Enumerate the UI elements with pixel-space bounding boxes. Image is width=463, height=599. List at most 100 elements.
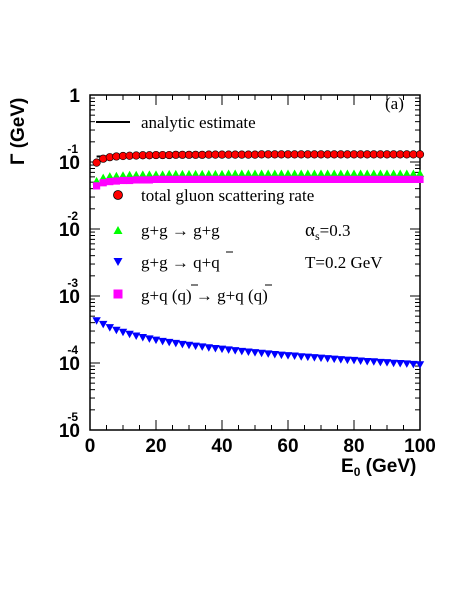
data-point-gg-gg (204, 169, 213, 178)
arrow-icon: → (172, 221, 189, 240)
data-point-gg-qq (415, 361, 425, 369)
data-point-gq-gq (112, 177, 120, 185)
y-tick-label-exponent: -4 (67, 343, 78, 357)
data-point-gg-gg (297, 169, 306, 177)
data-point-gg-gg (237, 169, 246, 177)
data-point-gg-qq (244, 348, 253, 356)
legend-label-gg-qq: g+g → q+q (141, 253, 220, 272)
data-point-gq-gq (225, 175, 233, 183)
data-point-gg-qq (132, 332, 141, 340)
data-point-gg-gg (316, 169, 326, 177)
legend-label-gg-qq-part: g+g (141, 253, 172, 272)
y-tick-label: 1 (69, 86, 80, 107)
data-point-gq-gq (132, 176, 140, 184)
data-point-gg-gg (310, 169, 319, 177)
legend-label-analytic: analytic estimate (141, 113, 256, 132)
data-point-gg-qq (316, 354, 326, 363)
data-point-gq-gq (192, 175, 200, 183)
x-tick-label: 20 (145, 436, 166, 457)
data-point-gg-gg (112, 171, 121, 180)
data-point-gg-qq (165, 338, 174, 347)
data-point-gg-qq (171, 339, 180, 348)
data-point-gg-gg (244, 169, 253, 177)
y-tick-label: 10 (59, 220, 80, 241)
param-alpha: αs=0.3 (305, 220, 350, 243)
data-point-gg-qq (184, 341, 194, 350)
arrow-icon: → (172, 253, 189, 272)
data-point-gg-gg (369, 169, 378, 177)
data-point-gq-gq (383, 175, 391, 183)
data-point-gq-gq (416, 175, 424, 183)
data-point-gg-gg (409, 169, 418, 177)
data-point-gg-qq (297, 353, 306, 361)
data-point-gg-gg (224, 169, 233, 177)
y-tick-label: 10 (59, 354, 80, 375)
data-point-gg-qq (290, 352, 299, 361)
legend-label-total: total gluon scattering rate (141, 186, 314, 205)
legend-marker-gq-gq (113, 289, 123, 299)
data-point-gg-qq (277, 351, 286, 360)
alpha-value: =0.3 (320, 221, 351, 240)
data-point-gq-gq (198, 175, 206, 183)
data-point-gg-qq (204, 344, 213, 352)
legend-marker-gg-gg (113, 226, 123, 234)
data-point-gq-gq (264, 175, 272, 183)
x-tick-label: 100 (404, 436, 436, 457)
data-point-gq-gq (178, 175, 186, 183)
data-point-gg-qq (396, 360, 405, 368)
data-point-gg-gg (389, 169, 398, 177)
legend-label-gq-gq-part: ) (262, 286, 268, 305)
data-point-gq-gq (297, 175, 305, 183)
data-point-gg-gg (191, 169, 200, 178)
legend-label-gq-gq-part: g+q ( (213, 286, 254, 305)
data-point-gg-gg (376, 169, 385, 177)
data-point-gg-qq (198, 343, 207, 351)
data-point-gq-gq (284, 175, 292, 183)
data-point-gg-qq (237, 347, 246, 356)
data-point-gq-gq (376, 175, 384, 183)
legend-label-gq-gq-part: g+q ( (141, 286, 178, 305)
data-point-gg-gg (178, 169, 187, 178)
data-point-gq-gq (211, 175, 219, 183)
data-point-gg-qq (191, 342, 200, 351)
data-point-gg-qq (178, 340, 187, 349)
data-point-gq-gq (205, 175, 213, 183)
data-point-gg-qq (402, 360, 411, 368)
data-point-gg-qq (336, 356, 345, 364)
alpha-symbol: α (305, 220, 315, 241)
data-point-gg-qq (158, 337, 167, 346)
data-point-gq-gq (139, 176, 147, 184)
data-point-gg-gg (125, 170, 134, 179)
legend-label-gq-gq-part: ) (186, 286, 196, 305)
data-point-gq-gq (277, 175, 285, 183)
data-point-gg-qq (105, 324, 114, 332)
y-tick-label-exponent: -2 (67, 209, 78, 223)
data-point-gg-qq (92, 317, 101, 325)
data-point-gg-gg (257, 169, 266, 177)
data-point-gg-gg (343, 169, 352, 177)
x-axis-title-unit: (GeV) (360, 456, 416, 477)
data-point-gg-gg (330, 169, 339, 177)
y-tick-label: 10 (59, 153, 80, 174)
data-point-total (99, 154, 108, 163)
data-point-gq-gq (185, 175, 193, 183)
y-tick-label: 10 (59, 421, 80, 442)
data-point-gq-gq (330, 175, 338, 183)
data-point-gg-gg (363, 169, 372, 177)
legend-label-gg-gg: g+g → g+g (141, 221, 220, 240)
data-point-gg-qq (303, 353, 312, 362)
data-point-gg-qq (270, 350, 279, 359)
data-point-gg-gg (184, 169, 194, 178)
data-point-gg-gg (105, 172, 114, 180)
data-point-gg-gg (415, 169, 425, 177)
data-point-gq-gq (310, 175, 318, 183)
data-point-gg-qq (250, 349, 260, 357)
panel-label: (a) (385, 94, 404, 113)
data-point-gg-qq (389, 359, 398, 368)
data-point-gq-gq (317, 175, 325, 183)
data-point-gg-gg (349, 169, 359, 177)
data-point-gg-gg (290, 169, 299, 177)
data-point-gg-gg (231, 169, 240, 177)
data-point-gg-gg (145, 170, 154, 178)
